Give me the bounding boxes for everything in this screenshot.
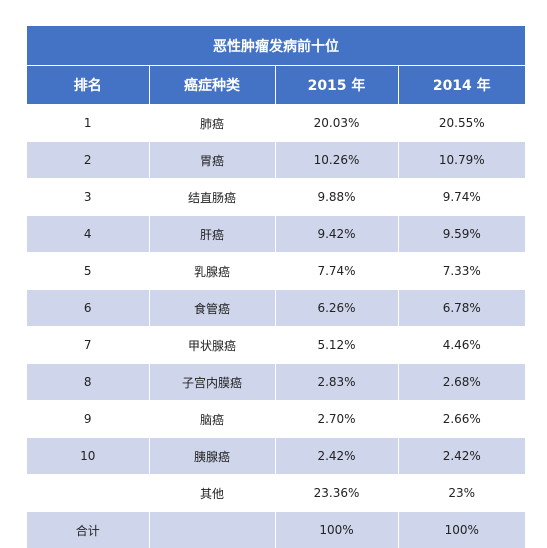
rate-2015-cell: 2.70% — [275, 401, 398, 438]
rank-cell: 2 — [27, 142, 149, 179]
table-row: 9 脑癌 2.70% 2.66% — [27, 401, 525, 438]
rate-2015-cell: 2.42% — [275, 438, 398, 475]
table-row: 7 甲状腺癌 5.12% 4.46% — [27, 327, 525, 364]
table-row-total: 合计 100% 100% — [27, 512, 525, 548]
cancer-type-cell: 肺癌 — [149, 105, 275, 142]
table-row: 1 肺癌 20.03% 20.55% — [27, 105, 525, 142]
table-title: 恶性肿瘤发病前十位 — [27, 26, 525, 66]
rate-2014-cell: 9.74% — [398, 179, 525, 216]
table-row: 8 子宫内膜癌 2.83% 2.68% — [27, 364, 525, 401]
cancer-type-cell: 乳腺癌 — [149, 253, 275, 290]
rate-2014-cell: 2.66% — [398, 401, 525, 438]
header-cancer-type: 癌症种类 — [149, 66, 275, 105]
rate-2015-cell: 9.88% — [275, 179, 398, 216]
total-label-cell: 合计 — [27, 512, 149, 548]
rate-2014-cell: 20.55% — [398, 105, 525, 142]
rate-2015-cell: 100% — [275, 512, 398, 548]
cancer-type-cell: 子宫内膜癌 — [149, 364, 275, 401]
rank-cell: 4 — [27, 216, 149, 253]
cancer-type-cell: 甲状腺癌 — [149, 327, 275, 364]
cancer-ranking-table: 恶性肿瘤发病前十位 排名 癌症种类 2015 年 2014 年 1 肺癌 20.… — [27, 26, 525, 548]
table-row: 4 肝癌 9.42% 9.59% — [27, 216, 525, 253]
cancer-type-cell: 结直肠癌 — [149, 179, 275, 216]
rank-cell: 1 — [27, 105, 149, 142]
header-2015: 2015 年 — [275, 66, 398, 105]
table-header-row: 排名 癌症种类 2015 年 2014 年 — [27, 66, 525, 105]
rank-cell — [27, 475, 149, 512]
cancer-type-cell — [149, 512, 275, 548]
rank-cell: 3 — [27, 179, 149, 216]
rank-cell: 5 — [27, 253, 149, 290]
rate-2015-cell: 5.12% — [275, 327, 398, 364]
rate-2015-cell: 23.36% — [275, 475, 398, 512]
rate-2014-cell: 7.33% — [398, 253, 525, 290]
rank-cell: 9 — [27, 401, 149, 438]
rate-2015-cell: 2.83% — [275, 364, 398, 401]
ranking-table-container: 恶性肿瘤发病前十位 排名 癌症种类 2015 年 2014 年 1 肺癌 20.… — [27, 26, 525, 548]
rate-2014-cell: 4.46% — [398, 327, 525, 364]
cancer-type-cell: 胰腺癌 — [149, 438, 275, 475]
rate-2015-cell: 10.26% — [275, 142, 398, 179]
rank-cell: 7 — [27, 327, 149, 364]
rank-cell: 6 — [27, 290, 149, 327]
rank-cell: 10 — [27, 438, 149, 475]
table-row: 6 食管癌 6.26% 6.78% — [27, 290, 525, 327]
cancer-type-cell: 胃癌 — [149, 142, 275, 179]
table-row: 10 胰腺癌 2.42% 2.42% — [27, 438, 525, 475]
rate-2015-cell: 6.26% — [275, 290, 398, 327]
rate-2014-cell: 23% — [398, 475, 525, 512]
rate-2014-cell: 6.78% — [398, 290, 525, 327]
cancer-type-cell: 肝癌 — [149, 216, 275, 253]
table-row: 3 结直肠癌 9.88% 9.74% — [27, 179, 525, 216]
cancer-type-cell: 脑癌 — [149, 401, 275, 438]
table-row: 5 乳腺癌 7.74% 7.33% — [27, 253, 525, 290]
rate-2014-cell: 100% — [398, 512, 525, 548]
table-title-row: 恶性肿瘤发病前十位 — [27, 26, 525, 66]
header-2014: 2014 年 — [398, 66, 525, 105]
rate-2015-cell: 20.03% — [275, 105, 398, 142]
rate-2015-cell: 7.74% — [275, 253, 398, 290]
cancer-type-cell: 其他 — [149, 475, 275, 512]
rate-2014-cell: 2.68% — [398, 364, 525, 401]
rate-2014-cell: 2.42% — [398, 438, 525, 475]
header-rank: 排名 — [27, 66, 149, 105]
table-row-other: 其他 23.36% 23% — [27, 475, 525, 512]
rate-2015-cell: 9.42% — [275, 216, 398, 253]
rate-2014-cell: 9.59% — [398, 216, 525, 253]
rate-2014-cell: 10.79% — [398, 142, 525, 179]
rank-cell: 8 — [27, 364, 149, 401]
cancer-type-cell: 食管癌 — [149, 290, 275, 327]
table-row: 2 胃癌 10.26% 10.79% — [27, 142, 525, 179]
